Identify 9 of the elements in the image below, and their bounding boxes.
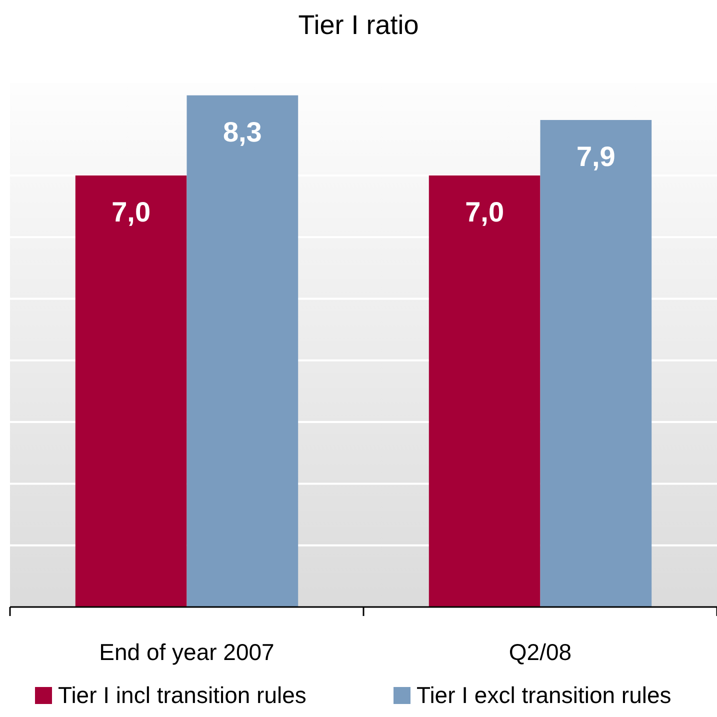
x-tick-label: End of year 2007 (99, 639, 274, 665)
legend-label: Tier I incl transition rules (58, 682, 306, 708)
legend-label: Tier I excl transition rules (416, 682, 672, 708)
data-label: 7,9 (576, 140, 616, 172)
chart-title: Tier I ratio (298, 10, 419, 40)
data-label: 8,3 (222, 116, 262, 148)
x-tick-label: Q2/08 (508, 639, 572, 665)
data-label: 7,0 (465, 196, 504, 228)
data-label: 7,0 (112, 196, 151, 228)
